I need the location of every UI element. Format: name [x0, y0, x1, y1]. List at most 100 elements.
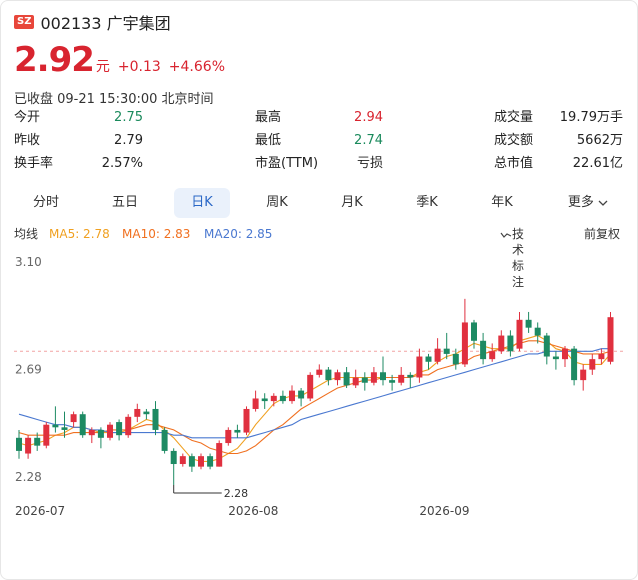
candle: [261, 398, 268, 402]
tab-weekly-k[interactable]: 周K: [266, 195, 288, 210]
price-unit: 元: [95, 59, 110, 75]
stat-label: 最低: [255, 133, 282, 148]
y-tick-label: 2.28: [15, 470, 42, 484]
stats-table: 今开 2.75 最高 2.94 成交量 19.79万手 昨收 2.79 最低 2…: [14, 108, 626, 177]
candle: [589, 359, 596, 370]
candle: [161, 429, 168, 451]
candle: [471, 322, 477, 341]
candle: [170, 450, 177, 465]
candle: [252, 398, 259, 409]
candle: [152, 408, 159, 430]
tab-five-day[interactable]: 五日: [111, 195, 138, 210]
stat-label: 成交额: [494, 133, 534, 148]
candle: [452, 353, 459, 365]
stat-value: 2.75: [114, 110, 143, 125]
price-change: +0.13: [117, 59, 161, 75]
tech-annotation-toggle[interactable]: 技术标注: [500, 226, 524, 289]
stats-row: 今开 2.75 最高 2.94 成交量 19.79万手: [14, 108, 626, 131]
stock-title: 002133 广宇集团: [40, 14, 171, 33]
x-tick-label: 2026-09: [419, 504, 469, 518]
candle: [116, 422, 123, 436]
candle: [607, 317, 614, 362]
candle: [370, 372, 377, 383]
candle: [480, 340, 487, 360]
candle: [243, 408, 250, 433]
candle: [34, 437, 41, 446]
stat-value: 5662万: [576, 133, 623, 148]
candle: [289, 390, 295, 402]
candle: [425, 356, 432, 362]
candle: [216, 443, 223, 467]
ma-line-ma5: [18, 334, 611, 462]
stats-row: 换手率 2.57% 市盈(TTM) 亏损 总市值 22.61亿: [14, 154, 626, 177]
tab-quarterly-k[interactable]: 季K: [416, 195, 438, 210]
candlestick-chart[interactable]: 3.10 2.69 2.28 2.28 2026-07 2026-08 2026-09: [0, 250, 638, 530]
candle: [416, 356, 423, 378]
stat-value: 22.61亿: [572, 156, 623, 171]
candle: [88, 429, 95, 436]
candle: [198, 456, 204, 467]
stat-value: 19.79万手: [559, 110, 623, 125]
indicator-bar: 均线 MA5: 2.78 MA10: 2.83 MA20: 2.85 技术标注 …: [14, 226, 626, 289]
tab-yearly-k[interactable]: 年K: [491, 195, 513, 210]
stat-label: 总市值: [494, 156, 534, 171]
min-marker-label: 2.28: [224, 487, 249, 500]
candle: [334, 372, 341, 381]
market-badge: SZ: [14, 15, 35, 29]
stat-label: 换手率: [14, 156, 54, 171]
candle: [107, 424, 113, 438]
candle: [516, 319, 523, 349]
y-tick-label: 2.69: [15, 363, 42, 377]
current-price: 2.92: [14, 40, 95, 80]
candle: [52, 424, 59, 428]
price-row: 2.92 元 +0.13 +4.66%: [14, 40, 225, 80]
candle: [270, 395, 277, 402]
candle: [316, 369, 323, 375]
candle: [543, 335, 550, 357]
candle: [534, 327, 541, 336]
trend-icon: [500, 232, 512, 238]
candle: [97, 429, 104, 438]
tab-daily-k[interactable]: 日K: [174, 188, 230, 218]
candle: [434, 348, 441, 362]
candle: [16, 437, 22, 451]
candle: [343, 372, 350, 386]
candle: [552, 356, 559, 360]
candle: [207, 456, 214, 467]
candle: [525, 319, 532, 328]
candle: [307, 374, 314, 399]
tab-monthly-k[interactable]: 月K: [341, 195, 363, 210]
candle: [489, 351, 496, 360]
candle: [498, 335, 505, 352]
stat-label: 成交量: [494, 110, 534, 125]
market-status: 已收盘 09-21 15:30:00 北京时间: [14, 92, 214, 107]
stat-value: 2.57%: [101, 156, 143, 171]
tab-more-label: 更多: [567, 195, 594, 210]
tab-intraday[interactable]: 分时: [32, 195, 59, 210]
candle: [407, 374, 414, 378]
price-change-pct: +4.66%: [168, 59, 226, 75]
candle: [70, 414, 77, 423]
candle: [398, 374, 405, 383]
candle: [234, 429, 241, 433]
candle: [325, 369, 332, 381]
candle: [562, 348, 568, 360]
candle: [598, 353, 605, 360]
x-tick-label: 2026-08: [228, 504, 278, 518]
candle: [352, 377, 359, 386]
stat-label: 市盈(TTM): [255, 156, 319, 171]
ma-title: 均线: [14, 227, 39, 241]
candle: [571, 348, 578, 381]
candle: [179, 456, 186, 465]
adjust-toggle[interactable]: 前复权: [584, 227, 621, 241]
tab-more[interactable]: 更多: [558, 188, 618, 218]
candle: [443, 348, 450, 354]
stat-label: 今开: [14, 110, 41, 125]
stats-row: 昨收 2.79 最低 2.74 成交额 5662万: [14, 131, 626, 154]
candle: [225, 429, 232, 444]
x-tick-label: 2026-07: [15, 504, 65, 518]
candle: [461, 322, 468, 365]
candle: [361, 377, 368, 383]
stat-value: 2.79: [114, 133, 143, 148]
stat-label: 最高: [255, 110, 282, 125]
